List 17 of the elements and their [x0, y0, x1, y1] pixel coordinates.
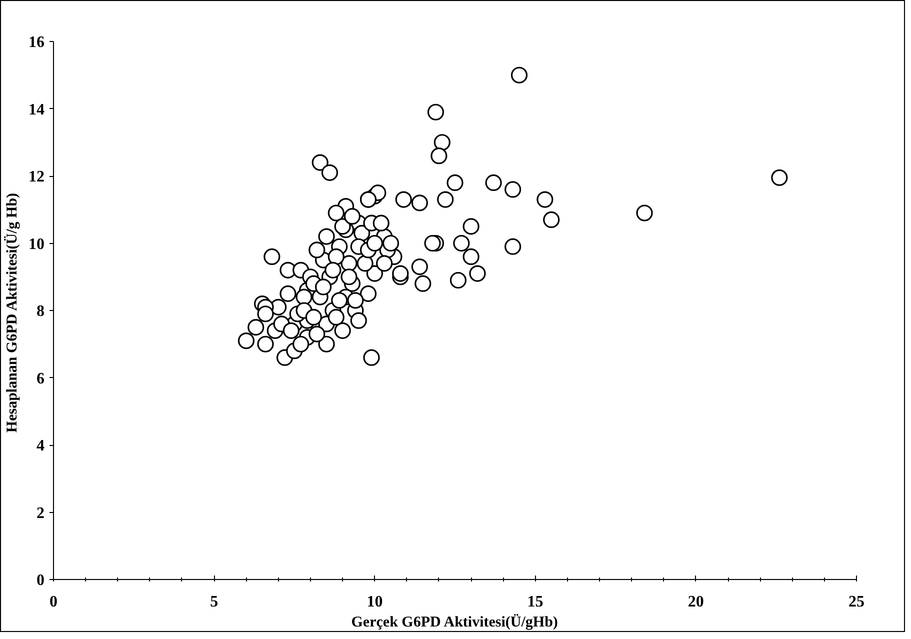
y-tick-label: 4 — [36, 438, 44, 454]
y-tick-label: 14 — [28, 101, 44, 118]
x-tick-label: 15 — [527, 594, 544, 610]
x-tick-label: 10 — [366, 594, 383, 610]
y-tick-label: 10 — [28, 236, 44, 253]
x-tick-label: 25 — [848, 594, 864, 610]
y-tick-label: 6 — [36, 370, 44, 388]
x-tick-label: 0 — [50, 594, 58, 610]
y-tick-label: 8 — [36, 303, 44, 320]
y-tick-label: 2 — [36, 504, 44, 522]
x-tick-label: 20 — [688, 594, 704, 610]
y-tick-label: 0 — [36, 572, 44, 589]
x-tick-label: 5 — [210, 594, 218, 610]
y-tick-label: 16 — [28, 34, 44, 51]
y-axis-title: Hesaplanan G6PD Aktivitesi(Ü/g Hb) — [4, 192, 20, 433]
x-axis-title: Gerçek G6PD Aktivitesi(Ü/gHb) — [351, 614, 558, 630]
y-tick-label: 12 — [28, 168, 44, 186]
